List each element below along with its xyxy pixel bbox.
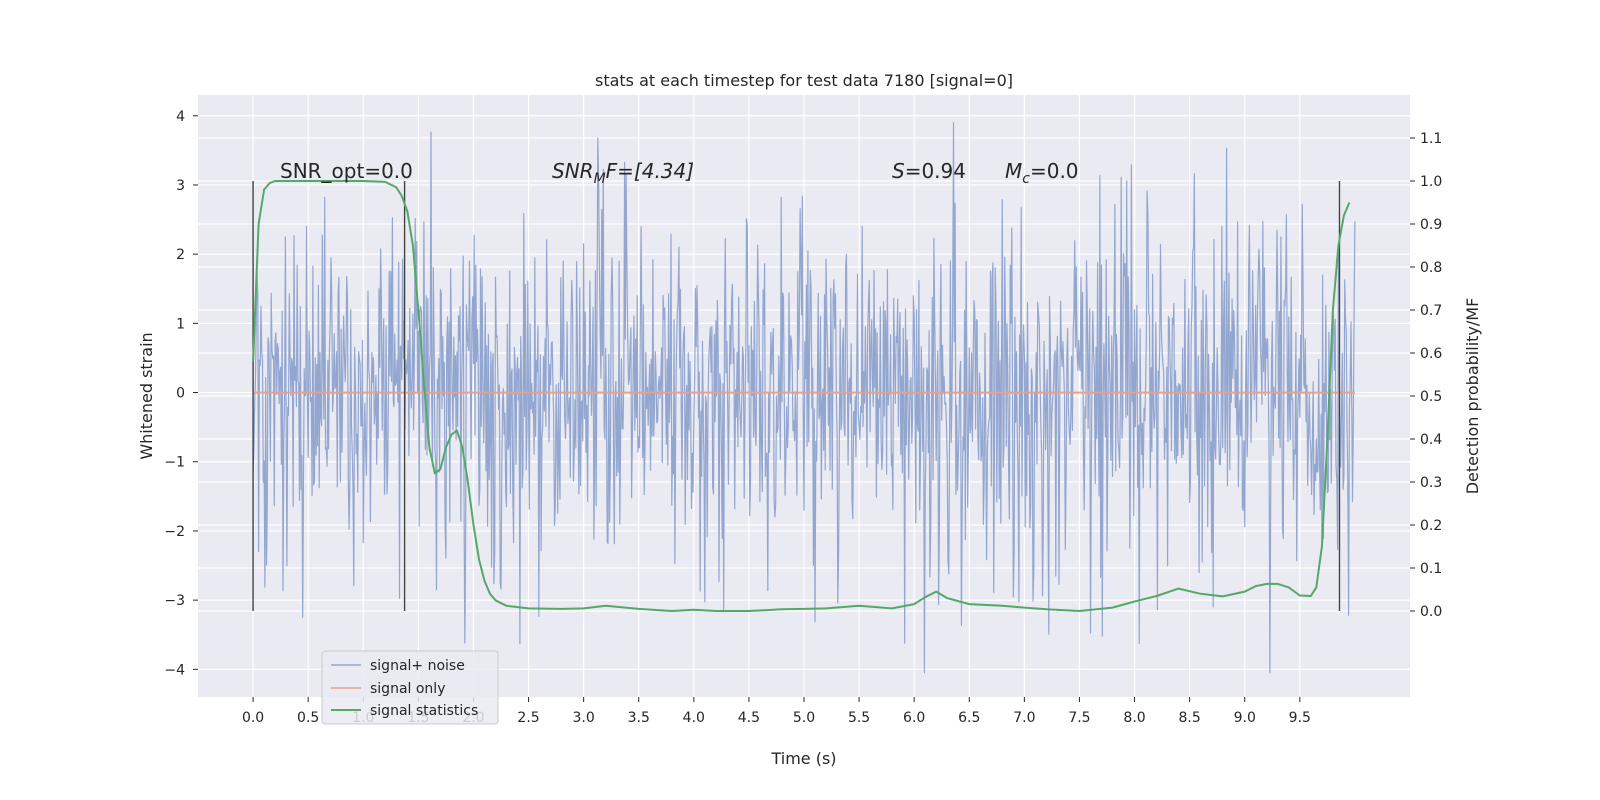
y-tick-label-2: −2 — [164, 524, 185, 540]
annotation-s-value: =0.94 — [905, 159, 966, 183]
x-tick-label-12: 6.0 — [903, 710, 925, 726]
y2-tick-label-7: 0.7 — [1420, 303, 1442, 319]
x-tick-label-1: 0.5 — [297, 710, 319, 726]
annotation-mc: Mc=0.0 — [1005, 159, 1079, 187]
chart-title: stats at each timestep for test data 718… — [595, 71, 1013, 90]
y2-tick-label-2: 0.2 — [1420, 518, 1442, 534]
annotation-snr-opt: SNR_opt=0.0 — [280, 159, 413, 183]
annotation-mc-subscript: c — [1022, 171, 1030, 187]
y2-tick-label-5: 0.5 — [1420, 389, 1442, 405]
series-signal-plus-noise — [252, 122, 1356, 674]
x-tick-label-8: 4.0 — [683, 710, 705, 726]
legend-box — [321, 650, 499, 725]
y-tick-label-8: 4 — [176, 109, 185, 125]
y-tick-label-6: 2 — [176, 247, 185, 263]
x-tick-label-11: 5.5 — [848, 710, 870, 726]
x-tick-label-0: 0.0 — [242, 710, 264, 726]
x-tick-label-19: 9.5 — [1289, 710, 1311, 726]
annotation-snr-mf-subscript: M — [594, 171, 606, 187]
y-tick-label-4: 0 — [176, 386, 185, 402]
y2-tick-label-8: 0.8 — [1420, 260, 1442, 276]
y2-tick-label-0: 0.0 — [1420, 604, 1442, 620]
y2-tick-label-9: 0.9 — [1420, 217, 1442, 233]
annotation-snr-mf: SNRMF=[4.34] — [552, 159, 694, 187]
y-axis-label: Whitened strain — [137, 332, 156, 459]
x-tick-label-7: 3.5 — [628, 710, 650, 726]
y-tick-label-5: 1 — [176, 316, 185, 332]
annotation-snr-mf-value: F=[4.34] — [606, 159, 694, 183]
x-tick-label-17: 8.5 — [1179, 710, 1201, 726]
y2-tick-label-10: 1.0 — [1420, 174, 1442, 190]
legend: signal+ noise signal only signal statist… — [321, 650, 499, 725]
x-tick-label-6: 3.0 — [573, 710, 595, 726]
signal-plus-noise-line — [252, 122, 1356, 674]
signal-statistics-line — [252, 180, 1351, 612]
annotation-mc-value: =0.0 — [1030, 159, 1079, 183]
y2-tick-label-6: 0.6 — [1420, 346, 1442, 362]
annotation-snr-mf-symbol: SNR — [552, 159, 594, 183]
annotation-s: S=0.94 — [892, 159, 966, 183]
x-tick-label-5: 2.5 — [517, 710, 539, 726]
x-tick-label-15: 7.5 — [1068, 710, 1090, 726]
annotation-s-symbol: S — [892, 159, 905, 183]
series-signal-statistics — [252, 180, 1351, 612]
legend-entry-signal-statistics: signal statistics — [370, 703, 478, 719]
x-tick-label-14: 7.0 — [1013, 710, 1035, 726]
x-tick-label-16: 8.0 — [1123, 710, 1145, 726]
y2-axis-label: Detection probability/MF — [1463, 298, 1482, 495]
legend-entry-signal-plus-noise: signal+ noise — [370, 658, 465, 674]
y-tick-label-0: −4 — [164, 662, 185, 678]
x-tick-label-13: 6.5 — [958, 710, 980, 726]
x-tick-label-9: 4.5 — [738, 710, 760, 726]
y-tick-label-3: −1 — [164, 455, 185, 471]
vertical-markers — [252, 181, 1341, 611]
y-tick-label-1: −3 — [164, 593, 185, 609]
x-axis-label: Time (s) — [770, 749, 836, 768]
y2-tick-label-3: 0.3 — [1420, 475, 1442, 491]
x-tick-label-10: 5.0 — [793, 710, 815, 726]
y2-tick-label-11: 1.1 — [1420, 131, 1442, 147]
annotation-mc-symbol: M — [1005, 159, 1022, 183]
y2-tick-label-4: 0.4 — [1420, 432, 1442, 448]
y-tick-label-7: 3 — [176, 178, 185, 194]
y2-tick-label-1: 0.1 — [1420, 561, 1442, 577]
legend-entry-signal-only: signal only — [370, 681, 445, 697]
x-tick-label-18: 9.0 — [1234, 710, 1256, 726]
